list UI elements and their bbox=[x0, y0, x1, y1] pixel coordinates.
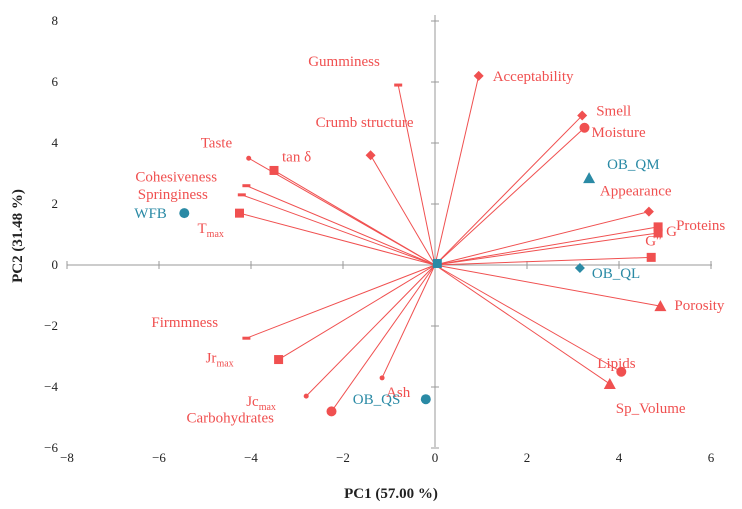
sample-label: OB_QL bbox=[592, 266, 640, 282]
variable-label: Cohesiveness bbox=[135, 170, 217, 186]
loading-vector bbox=[397, 84, 436, 266]
x-tick-label: 4 bbox=[616, 450, 623, 465]
variable-marker bbox=[653, 228, 663, 238]
loading-vector bbox=[434, 115, 583, 266]
x-tick-label: −4 bbox=[244, 450, 258, 465]
variable-label: Firmmness bbox=[151, 315, 218, 331]
variable-marker bbox=[269, 165, 279, 175]
variable-marker bbox=[579, 122, 590, 133]
y-tick-label: 4 bbox=[52, 135, 59, 150]
variable-label: G′ bbox=[666, 224, 680, 240]
variable-marker bbox=[242, 184, 251, 188]
variable-marker bbox=[246, 155, 252, 161]
variable-label: Jcmax bbox=[246, 394, 276, 413]
variable-label: Jrmax bbox=[206, 351, 234, 370]
sample-marker bbox=[583, 172, 596, 184]
sample-marker bbox=[420, 394, 431, 405]
variable-marker bbox=[643, 206, 654, 217]
x-axis-title: PC1 (57.00 %) bbox=[344, 486, 438, 502]
y-tick-label: −2 bbox=[44, 318, 58, 333]
variable-marker bbox=[274, 355, 284, 365]
variable-marker bbox=[379, 375, 385, 381]
variable-label: Smell bbox=[596, 104, 631, 120]
loading-vector bbox=[434, 226, 659, 266]
variable-label: Gumminess bbox=[308, 54, 380, 70]
loading-vector bbox=[241, 194, 436, 266]
loading-vector bbox=[246, 185, 436, 266]
variable-marker bbox=[616, 366, 627, 377]
sample-label: OB_QM bbox=[607, 157, 660, 173]
variable-label: Sp_Volume bbox=[616, 401, 686, 417]
variable-label: Lipids bbox=[597, 356, 635, 372]
variable-label: G″ bbox=[645, 233, 662, 249]
sample-marker bbox=[574, 263, 585, 274]
loading-vector bbox=[331, 264, 436, 412]
variable-marker bbox=[394, 83, 403, 87]
x-tick-label: 6 bbox=[708, 450, 715, 465]
loading-vectors bbox=[239, 75, 661, 412]
variable-marker bbox=[603, 377, 616, 389]
y-tick-label: −6 bbox=[44, 440, 58, 455]
sample-marker bbox=[179, 208, 190, 219]
x-tick-label: 2 bbox=[524, 450, 531, 465]
loading-vector bbox=[305, 264, 436, 397]
variable-label: Springiness bbox=[138, 187, 208, 203]
x-tick-label: −8 bbox=[60, 450, 74, 465]
loading-vector bbox=[434, 264, 611, 385]
variable-label: Ash bbox=[386, 385, 411, 401]
variable-marker bbox=[303, 393, 309, 399]
variable-marker bbox=[653, 222, 663, 232]
point-labels: Gumminess Acceptability Smell Moisture Crumb… bbox=[134, 54, 725, 426]
y-tick-label: 8 bbox=[52, 13, 59, 28]
loading-vector bbox=[273, 170, 436, 266]
loading-vector bbox=[434, 264, 661, 307]
y-tick-label: 6 bbox=[52, 74, 59, 89]
x-tick-label: −2 bbox=[336, 450, 350, 465]
loading-vector bbox=[278, 264, 436, 360]
y-tick-label: −4 bbox=[44, 379, 58, 394]
variable-label: Carbohydrates bbox=[187, 410, 275, 426]
variable-marker bbox=[654, 300, 667, 312]
x-tick-label: −6 bbox=[152, 450, 166, 465]
variable-label: Appearance bbox=[600, 184, 672, 200]
loading-vector bbox=[381, 264, 436, 379]
variable-marker bbox=[235, 208, 244, 218]
variable-marker bbox=[577, 110, 588, 121]
variable-label: Tmax bbox=[198, 221, 224, 240]
loading-vector bbox=[434, 232, 659, 266]
loading-vector bbox=[434, 211, 650, 266]
loading-vector bbox=[434, 75, 480, 266]
variable-marker bbox=[646, 252, 656, 262]
variable-label: Moisture bbox=[592, 125, 647, 141]
x-tick-label: 0 bbox=[432, 450, 439, 465]
sample-label: WFB bbox=[134, 206, 167, 222]
variable-label: Proteins bbox=[676, 218, 725, 234]
variable-label: Crumb structure bbox=[316, 115, 414, 131]
y-axis-title: PC2 (31.48 %) bbox=[10, 189, 26, 283]
variable-marker bbox=[473, 70, 484, 81]
variable-marker bbox=[237, 193, 246, 197]
loading-vector bbox=[434, 127, 585, 266]
variable-marker bbox=[242, 336, 251, 340]
loading-vector bbox=[370, 154, 436, 266]
loading-vector bbox=[434, 256, 652, 266]
loading-vector bbox=[246, 264, 436, 339]
sample-marker bbox=[432, 258, 442, 268]
variable-label: tan δ bbox=[282, 149, 311, 165]
variable-label: Taste bbox=[201, 135, 233, 151]
variable-marker bbox=[365, 150, 376, 161]
loading-vector bbox=[239, 212, 436, 266]
y-tick-label: 0 bbox=[52, 257, 59, 272]
y-tick-label: 2 bbox=[52, 196, 59, 211]
variable-label: Acceptability bbox=[493, 69, 574, 85]
loading-vector bbox=[434, 264, 622, 373]
variable-marker bbox=[326, 406, 337, 417]
sample-label: OB_QS bbox=[353, 392, 401, 408]
point-markers bbox=[179, 70, 667, 417]
variable-label: Porosity bbox=[674, 298, 725, 314]
